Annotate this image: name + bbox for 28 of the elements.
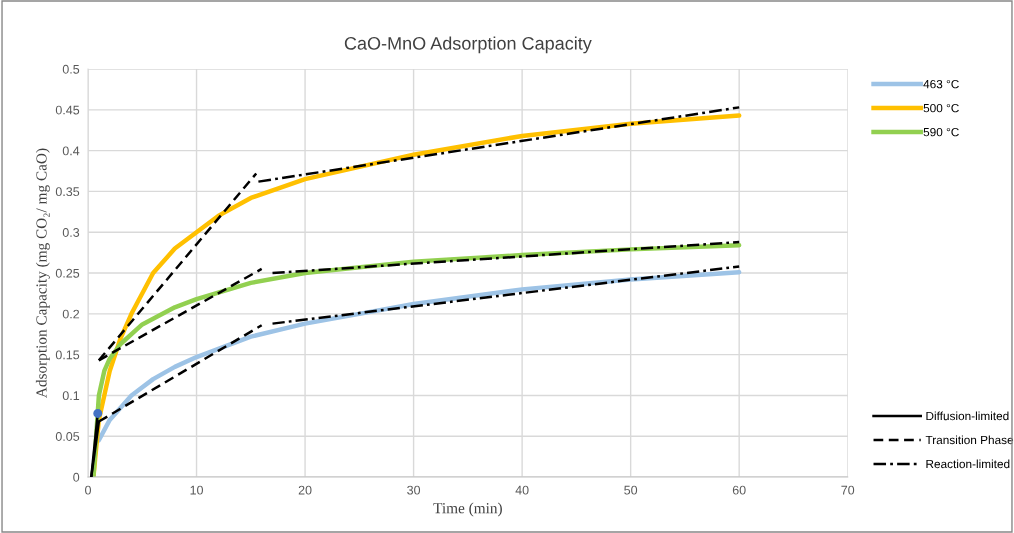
x-tick-label: 50 [624,485,638,495]
y-tick-label: 0.1 [62,391,80,401]
y-axis-title: Adsorption Capacity (mg CO₂/ mg CaO) [35,148,50,398]
legend-label: Diffusion-limited [926,411,1009,421]
y-tick-label: 0.15 [55,350,80,360]
y-tick-label: 0.25 [55,268,80,278]
x-tick-label: 0 [85,485,91,495]
y-tick-label: 0.35 [55,187,80,197]
legend-label: 500 °C [923,103,959,113]
x-tick-label: 70 [841,485,855,495]
y-tick-label: 0.2 [62,309,80,319]
y-tick-label: 0.4 [62,146,80,156]
y-tick-label: 0.45 [55,105,80,115]
legend-label: 463 °C [923,79,959,89]
legend-label: Reaction-limited [926,459,1010,469]
y-tick-label: 0.05 [55,432,80,441]
chart-title: CaO-MnO Adsorption Capacity [344,36,592,54]
y-tick-label: 0.3 [62,228,80,237]
x-tick-label: 10 [190,485,204,495]
x-tick-label: 40 [515,485,529,495]
y-tick-label: 0 [73,472,80,482]
x-tick-label: 60 [732,485,746,495]
x-tick-label: 20 [298,485,312,495]
x-axis-title: Time (min) [433,502,502,517]
x-tick-label: 30 [407,485,421,495]
legend-label: Transition Phase [925,435,1014,445]
y-tick-label: 0.5 [62,64,80,74]
legend-label: 590 °C [923,127,959,137]
